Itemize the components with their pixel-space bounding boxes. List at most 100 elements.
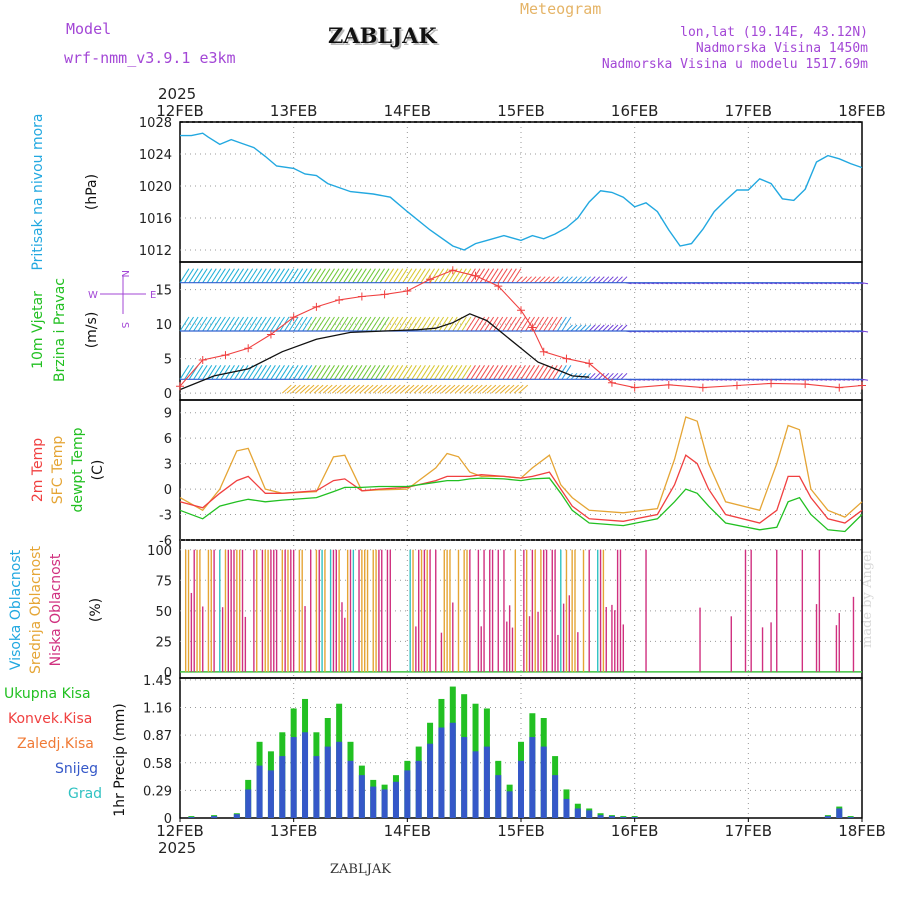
cloud-unit: (%): [88, 598, 104, 622]
wind-barb: [395, 384, 406, 394]
wind-barb: [393, 268, 404, 283]
wind-barb: [602, 276, 610, 284]
wind-barb: [256, 316, 267, 332]
wind-barb: [620, 372, 628, 380]
precip-bar-snow: [631, 817, 638, 818]
wind-barb: [306, 268, 317, 283]
precip-bar-snow: [449, 722, 456, 818]
wind-barb: [350, 384, 360, 394]
wind-barb: [441, 384, 451, 394]
wind-barb: [611, 276, 619, 284]
wind-barb: [179, 316, 190, 332]
wind-barb: [359, 384, 369, 394]
wind-barb: [215, 365, 226, 380]
pressure-line: [180, 132, 863, 251]
wind-gust-marker: [403, 286, 412, 295]
wind-gust-marker: [585, 359, 594, 368]
precip-bar-snow: [381, 789, 388, 818]
wind-barb: [315, 268, 326, 283]
wind-barb: [345, 384, 356, 394]
wind-barb: [479, 365, 490, 380]
wind-barb: [607, 372, 614, 380]
wind-barb: [356, 268, 367, 283]
pressure-y-tick: 1024: [139, 148, 172, 163]
dewpoint-line: [179, 477, 863, 533]
wind-barb: [315, 316, 326, 332]
wind-barb: [341, 384, 351, 394]
wind-barb: [518, 384, 529, 394]
x-tick-label-bottom: 13FEB: [270, 822, 317, 840]
wind-barb: [588, 276, 596, 284]
wind-barb: [556, 316, 567, 332]
wind-barb: [416, 316, 426, 332]
wind-barb: [416, 365, 426, 380]
wind-barb: [252, 268, 263, 283]
precip-bar-snow: [267, 770, 274, 818]
wind-barb: [463, 384, 474, 394]
altitude-label: Nadmorska Visina 1450m: [695, 41, 868, 56]
wind-gust-marker: [426, 275, 435, 284]
wind-barb: [261, 365, 272, 380]
x-tick-label-bottom: 16FEB: [611, 822, 658, 840]
precip-y-tick: 0: [164, 812, 172, 827]
legend-hail: Grad: [68, 786, 103, 802]
wind-barb: [418, 384, 429, 394]
wind-barb: [265, 268, 276, 283]
wind-barb: [325, 365, 335, 380]
precip-bar-snow: [427, 743, 434, 818]
wind-barb: [456, 316, 467, 332]
precip-y-tick: 0.58: [143, 757, 172, 772]
wind-barb: [616, 276, 623, 284]
wind-barb: [211, 365, 222, 380]
wind-barb: [370, 268, 381, 283]
pressure-y-tick: 1028: [139, 116, 172, 131]
wind-barb: [243, 316, 254, 332]
wind-barb: [363, 384, 374, 394]
wind-barb: [454, 384, 465, 394]
precip-bar-snow: [438, 727, 445, 818]
precip-bar-snow: [563, 798, 570, 818]
wind-barb: [445, 384, 456, 394]
wind-gust-marker: [539, 347, 548, 356]
wind-barb: [607, 276, 614, 284]
wind-barb: [552, 316, 563, 332]
wind-barb: [434, 365, 445, 380]
wind-barb: [429, 365, 440, 380]
wind-barb: [375, 316, 385, 332]
wind-barb: [520, 276, 528, 284]
pressure-y-tick: 1012: [139, 244, 172, 259]
cloud-axis-title-high: Visoka Oblacnost: [8, 549, 24, 670]
wind-barb: [593, 372, 601, 380]
wind-barb: [215, 268, 226, 283]
wind-barb: [402, 268, 413, 283]
wind-gust-marker: [732, 381, 741, 390]
wind-barb: [616, 372, 623, 380]
wind-barb: [334, 268, 345, 283]
wind-barb: [602, 372, 610, 380]
wind-barb: [270, 268, 281, 283]
x-tick-label-top: 18FEB: [838, 102, 885, 120]
precip-bar-snow: [358, 775, 365, 818]
wind-barb: [409, 384, 419, 394]
wind-barb: [370, 365, 381, 380]
precip-bar-snow: [483, 746, 490, 818]
wind-barb: [482, 384, 492, 394]
wind-barb: [300, 384, 310, 394]
cloud-y-tick: 100: [147, 544, 172, 559]
wind-barb: [336, 384, 347, 394]
temp-unit: (C): [90, 460, 106, 481]
wind-barb: [281, 384, 292, 394]
wind-barb: [238, 316, 249, 332]
wind-barb: [179, 268, 190, 283]
precip-bar-snow: [324, 746, 331, 818]
wind-axis-title-2: Brzina i Pravac: [52, 278, 68, 382]
wind-gust-marker: [335, 295, 344, 304]
precip-bar-snow: [597, 815, 604, 818]
x-tick-label-top: 13FEB: [270, 102, 317, 120]
wind-barb: [202, 365, 213, 380]
wind-y-tick: 5: [164, 353, 172, 368]
precip-y-tick: 1.45: [143, 674, 172, 689]
wind-barb: [575, 324, 582, 332]
wind-barb: [497, 365, 508, 380]
